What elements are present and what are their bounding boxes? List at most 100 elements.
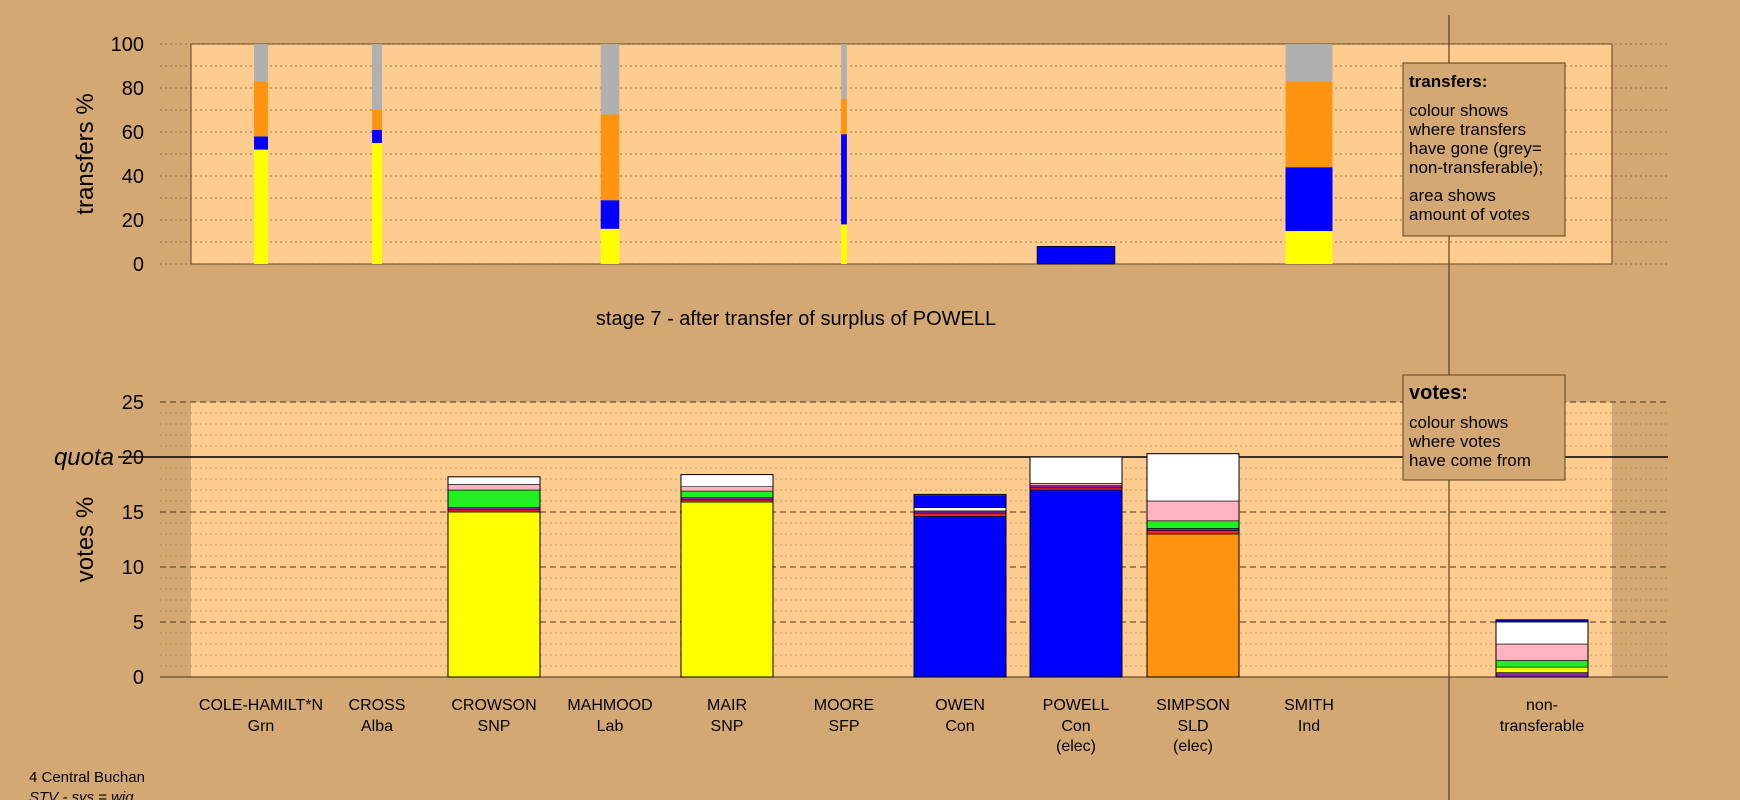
votes-legend-line: have come from	[1409, 451, 1531, 470]
votes-y-tick-label: 25	[122, 392, 144, 414]
footer: 4 Central Buchan STV - sys = wig	[29, 769, 145, 800]
vote-segment-powell-lab	[1029, 487, 1123, 491]
vote-segment-owen-ind	[913, 507, 1007, 512]
vote-segment-non-transferable-snp	[1495, 666, 1589, 673]
nontransferable-label-line-2: transferable	[1500, 718, 1585, 735]
transfer-segment-cole-hamilt-n-con	[254, 136, 268, 150]
vote-segment-owen-con	[913, 516, 1007, 678]
votes-y-tick-label: 0	[133, 667, 144, 689]
quota-label: quota	[54, 444, 114, 471]
votes-legend-frame	[1402, 374, 1566, 481]
vote-segment-powell-alba	[1029, 485, 1123, 489]
transfer-segment-cole-hamilt-n-sld	[254, 81, 268, 137]
candidate-name: SMITH	[1284, 697, 1334, 714]
transfers-legend-line: have gone (grey=	[1409, 139, 1542, 158]
transfers-legend-line: amount of votes	[1409, 205, 1530, 224]
candidate-label: CROWSON SNP	[451, 697, 536, 735]
nontransferable-label: non- transferable	[1500, 697, 1585, 735]
footer-system: STV - sys = wig	[29, 789, 134, 800]
vote-segment-mair-alba	[680, 497, 774, 501]
transfer-segment-smith-snp	[1285, 231, 1333, 264]
transfer-segment-moore-con	[841, 134, 847, 225]
transfers-legend-line: area shows	[1409, 186, 1496, 205]
votes-y-ticks: 0 5 10 15 20 25	[122, 392, 144, 689]
transfer-segment-mahmood-con	[600, 200, 620, 229]
candidate-name: MOORE	[814, 697, 874, 714]
votes-legend-line: colour shows	[1409, 413, 1508, 432]
candidate-label: SIMPSON SLD (elec)	[1156, 697, 1230, 755]
transfers-y-tick-label: 40	[122, 166, 144, 188]
transfers-y-tick-label: 0	[133, 254, 144, 276]
candidate-name: POWELL	[1043, 697, 1110, 714]
transfer-segment-cross-snp	[372, 143, 382, 264]
votes-y-tick-label: 10	[122, 557, 144, 579]
candidate-label: SMITH Ind	[1284, 697, 1334, 735]
transfers-legend-line: non-transferable);	[1409, 158, 1543, 177]
vote-segment-mair-sfp	[680, 486, 774, 492]
vote-segment-non-transferable-sfp	[1495, 643, 1589, 661]
vote-bar-outline-simpson	[1146, 453, 1240, 678]
votes-y-tick-label: 15	[122, 502, 144, 524]
votes-bars	[447, 453, 1589, 678]
candidate-status: (elec)	[1173, 738, 1213, 755]
vote-segment-simpson-sfp	[1146, 500, 1240, 522]
candidate-party: Con	[1061, 718, 1090, 735]
vote-segment-simpson-lab	[1146, 530, 1240, 535]
vote-segment-powell-sfp	[1029, 483, 1123, 486]
votes-y-tick-label: 5	[133, 612, 144, 634]
stage-title: stage 7 - after transfer of surplus of P…	[596, 308, 996, 330]
candidate-name: MAHMOOD	[567, 697, 652, 714]
transfer-segment-mahmood-nontransferable	[600, 44, 620, 115]
votes-legend-title: votes:	[1409, 382, 1468, 404]
transfers-legend-line: where transfers	[1408, 120, 1526, 139]
vote-segment-simpson-ind	[1146, 453, 1240, 502]
vote-segment-crowson-snp	[447, 511, 541, 678]
transfer-segment-mahmood-sld	[600, 114, 620, 201]
transfers-y-axis-label: transfers %	[72, 93, 99, 214]
vote-segment-non-transferable-grn	[1495, 660, 1589, 668]
candidate-label: MAIR SNP	[707, 697, 747, 735]
vote-segment-powell-ind	[1029, 456, 1123, 484]
candidate-name: OWEN	[935, 697, 985, 714]
vote-bar-outline-mair	[680, 474, 774, 678]
candidate-party: Ind	[1298, 718, 1320, 735]
candidate-status: (elec)	[1056, 738, 1096, 755]
vote-segment-simpson-alba	[1146, 528, 1240, 532]
transfers-legend-line: colour shows	[1409, 101, 1508, 120]
votes-y-tick-label: 20	[122, 447, 144, 469]
vote-segment-non-transferable-alba	[1495, 672, 1589, 678]
transfers-legend-box: transfers: colour shows where transfers …	[1402, 62, 1566, 237]
transfer-segment-smith-sld	[1285, 81, 1333, 168]
vote-segment-crowson-ind	[447, 476, 541, 485]
transfers-legend-frame	[1402, 62, 1566, 237]
votes-legend-box: votes: colour shows where votes have com…	[1402, 374, 1566, 481]
candidate-party: SLD	[1177, 718, 1208, 735]
vote-segment-powell-con	[1029, 489, 1123, 678]
transfer-segment-cole-hamilt-n-nontransferable	[254, 44, 268, 82]
transfer-segment-cross-sld	[372, 110, 382, 130]
votes-y-axis-label: votes %	[72, 497, 99, 582]
transfer-bar-outline	[1036, 245, 1116, 265]
vote-segment-crowson-lab	[447, 509, 541, 513]
vote-bar-outline-crowson	[447, 476, 541, 678]
vote-segment-mair-lab	[680, 499, 774, 503]
vote-segment-crowson-grn	[447, 489, 541, 508]
votes-plot-area	[191, 402, 1612, 677]
vote-bar-outline-owen	[913, 493, 1007, 678]
candidate-name: CROSS	[349, 697, 406, 714]
transfer-segment-smith-con	[1285, 167, 1333, 231]
candidate-name: CROWSON	[451, 697, 536, 714]
transfer-segment-moore-nontransferable	[841, 44, 847, 99]
candidate-label: OWEN Con	[935, 697, 985, 735]
vote-segment-crowson-alba	[447, 507, 541, 511]
vote-segment-owen-lab	[913, 512, 1007, 517]
vote-bar-outline-non-transferable	[1495, 619, 1589, 678]
vote-segment-mair-grn	[680, 490, 774, 499]
transfer-segment-moore-snp	[841, 224, 847, 264]
candidate-party: Grn	[248, 718, 275, 735]
votes-chart: 0 5 10 15 20 25 votes % quota	[54, 392, 1668, 689]
candidate-party: Lab	[597, 718, 624, 735]
vote-segment-crowson-sfp	[447, 484, 541, 491]
transfer-segment-cole-hamilt-n-snp	[254, 149, 268, 264]
